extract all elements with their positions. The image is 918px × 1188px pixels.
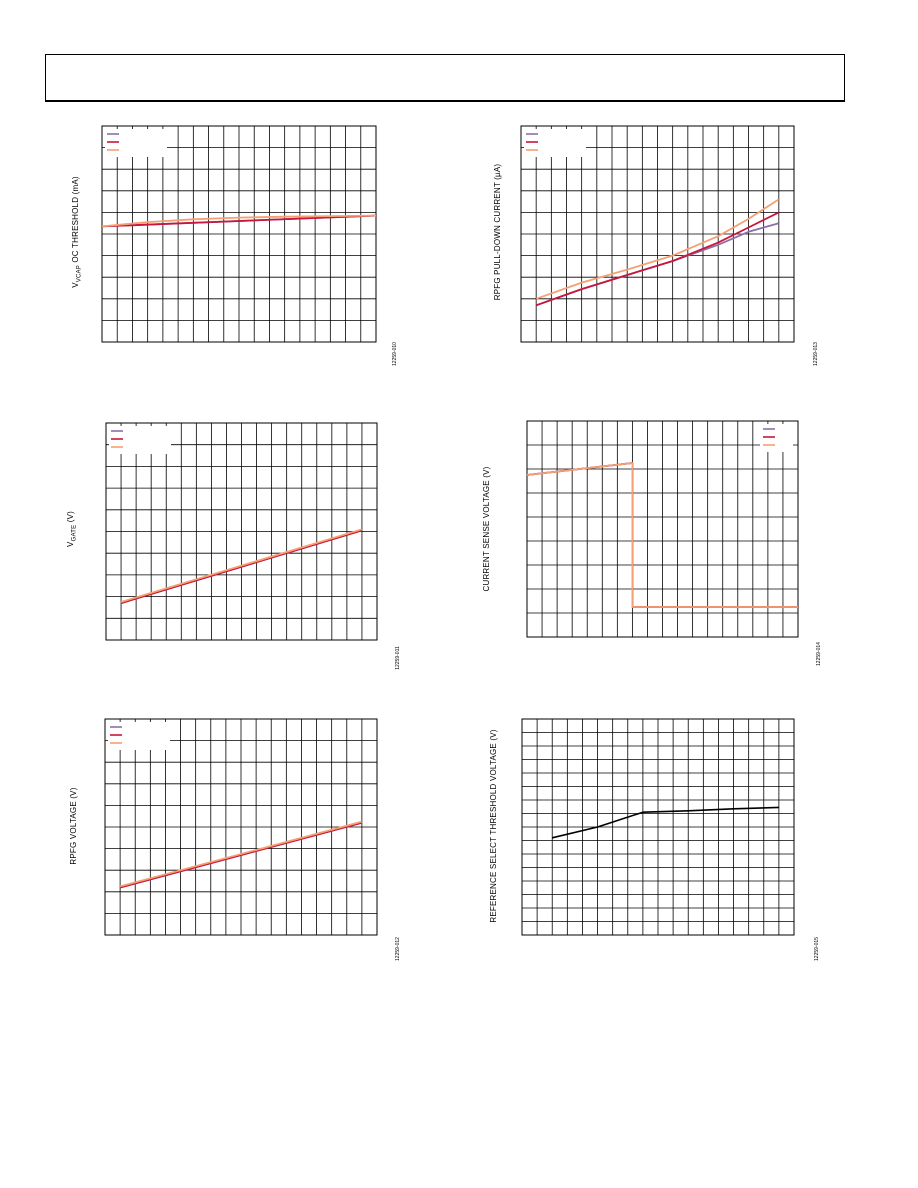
plot-frame xyxy=(105,422,378,641)
ylabel-c4: CURRENT SENSE VOLTAGE (V) xyxy=(482,466,491,592)
series-line-2 xyxy=(119,821,363,889)
ylabel-c3: VGATE (V) xyxy=(66,511,78,547)
series-line-3 xyxy=(119,820,363,888)
chart-c4 xyxy=(526,420,799,638)
plot-frame xyxy=(521,718,795,936)
figure-id-c4: 12259-014 xyxy=(816,642,822,666)
ylabel-c1: VVCAP OC THRESHOLD (mA) xyxy=(71,176,83,288)
plot-frame xyxy=(101,125,377,343)
series-line-3 xyxy=(535,198,780,300)
ylabel-c6: REFERENCE SELECT THRESHOLD VOLTAGE (V) xyxy=(489,729,498,923)
figure-id-c2: 12259-013 xyxy=(813,342,819,366)
series-line-2 xyxy=(101,214,377,228)
chart-c5 xyxy=(104,718,378,936)
plot-frame xyxy=(526,420,799,638)
ylabel-c5: RPFG VOLTAGE (V) xyxy=(69,787,78,865)
series-line-2 xyxy=(535,211,780,307)
series-line-2 xyxy=(120,529,363,604)
chart-c6 xyxy=(521,718,795,936)
legend-box xyxy=(105,129,167,157)
chart-c2 xyxy=(520,125,795,343)
series-line-3 xyxy=(120,528,363,603)
series-line-3 xyxy=(526,462,798,608)
figure-id-c1: 12259-010 xyxy=(392,342,398,366)
figure-id-c6: 12259-015 xyxy=(814,937,820,961)
page-header-box xyxy=(45,54,845,102)
plot-frame xyxy=(520,125,795,343)
ylabel-c2: RPFG PULL-DOWN CURRENT (µA) xyxy=(493,163,502,301)
chart-c3 xyxy=(105,422,378,641)
legend-box xyxy=(524,129,586,157)
series-line-3 xyxy=(101,214,377,228)
chart-c1 xyxy=(101,125,377,343)
figure-id-c3: 12259-011 xyxy=(395,646,401,670)
series-line-1 xyxy=(552,806,779,839)
figure-id-c5: 12259-012 xyxy=(395,937,401,961)
plot-frame xyxy=(104,718,378,936)
